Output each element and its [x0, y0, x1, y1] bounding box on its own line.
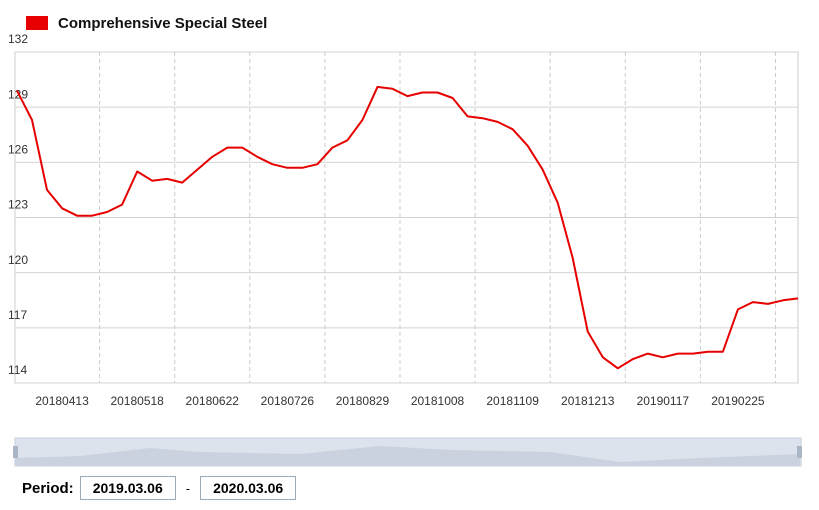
- x-tick-label: 20180413: [35, 394, 89, 408]
- x-tick-label: 20190117: [637, 394, 690, 408]
- x-tick-label: 20180829: [336, 394, 390, 408]
- legend-label: Comprehensive Special Steel: [58, 15, 267, 32]
- end-date[interactable]: 2020.03.06: [200, 476, 297, 500]
- slider-handle[interactable]: [13, 446, 18, 458]
- period-row: Period: 2019.03.06 - 2020.03.06: [22, 476, 297, 500]
- separator: -: [185, 480, 191, 496]
- y-tick-label: 117: [8, 308, 27, 322]
- slider-handle[interactable]: [797, 446, 802, 458]
- slider-preview: [15, 446, 800, 466]
- zoom-slider[interactable]: [13, 437, 802, 467]
- y-tick-label: 120: [8, 253, 28, 267]
- chart: Comprehensive Special Steel 114 117 120 123…: [8, 15, 802, 467]
- x-tick-label: 20181213: [561, 394, 615, 408]
- x-tick-label: 20180518: [110, 394, 164, 408]
- start-date[interactable]: 2019.03.06: [79, 476, 176, 500]
- x-tick-label: 20181109: [486, 394, 539, 408]
- y-tick-label: 132: [8, 32, 28, 46]
- series-line: [16, 85, 799, 370]
- legend-swatch: [26, 16, 48, 30]
- period-label: Period:: [22, 479, 74, 497]
- x-tick-label: 20190225: [711, 394, 765, 408]
- y-tick-label: 123: [8, 198, 28, 212]
- y-tick-label: 114: [8, 363, 27, 377]
- x-tick-label: 20180726: [261, 394, 315, 408]
- x-tick-label: 20181008: [411, 394, 465, 408]
- x-tick-label: 20180622: [186, 394, 240, 408]
- y-tick-label: 126: [8, 143, 28, 157]
